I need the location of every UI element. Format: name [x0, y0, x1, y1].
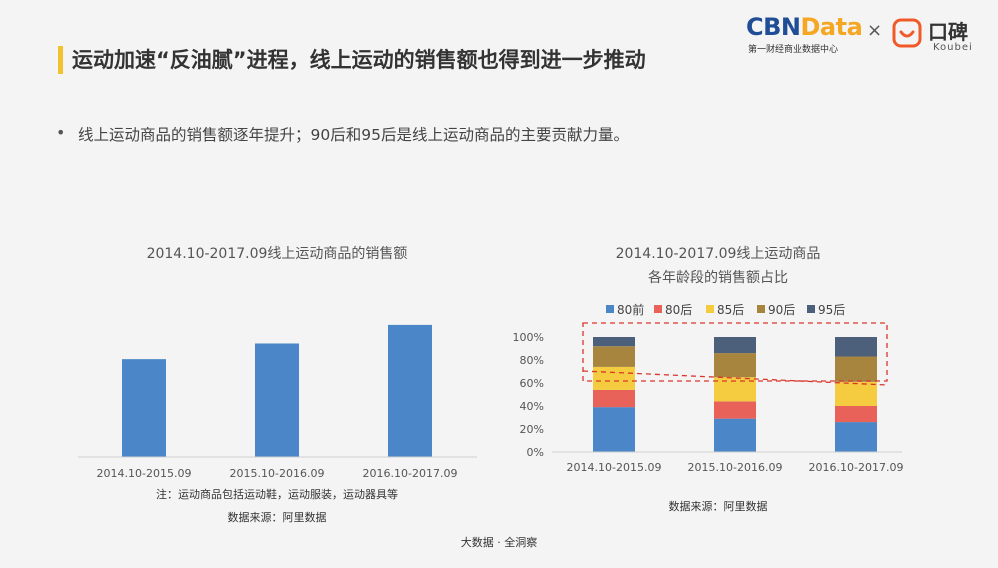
title-accent-bar	[58, 46, 63, 74]
legend-swatch	[706, 305, 714, 313]
age-y-tick-label: 80%	[520, 354, 544, 367]
sales-x-tick-label: 2014.10-2015.09	[97, 467, 192, 480]
age-stack-segment	[835, 356, 877, 382]
legend-swatch	[807, 305, 815, 313]
cbndata-logo-subtitle: 第一财经商业数据中心	[748, 45, 839, 55]
age-stack-segment	[593, 346, 635, 367]
sales-chart-title: 2014.10-2017.09线上运动商品的销售额	[147, 246, 408, 262]
age-stack-segment	[714, 353, 756, 378]
legend-swatch	[654, 305, 662, 313]
age-x-tick-label: 2014.10-2015.09	[567, 461, 662, 474]
age-stack-segment	[593, 366, 635, 390]
sales-bar	[122, 359, 166, 457]
age-stack-segment	[714, 418, 756, 452]
highlight-dashed-box	[582, 322, 888, 382]
footer-tagline: 大数据 · 全洞察	[461, 535, 538, 549]
bullet-dot: •	[56, 123, 66, 142]
logo-data-text: Data	[800, 13, 863, 41]
age-y-tick-label: 60%	[520, 377, 544, 390]
cbndata-logo: CBNData	[746, 13, 863, 41]
legend-label: 90后	[768, 303, 795, 317]
legend-label: 80后	[665, 303, 692, 317]
sales-chart-note: 注：运动商品包括运动鞋，运动服装，运动器具等	[156, 487, 398, 501]
bullet-text: 线上运动商品的销售额逐年提升；90后和95后是线上运动商品的主要贡献力量。	[78, 126, 629, 144]
age-share-chart: 2014.10-2017.09线上运动商品 各年龄段的销售额占比 80前 80后 8…	[513, 246, 904, 513]
page-title: 运动加速“反油腻”进程，线上运动的销售额也得到进一步推动	[72, 48, 646, 72]
sales-chart: 2014.10-2017.09线上运动商品的销售额 2014.10-2015.0…	[78, 246, 477, 524]
age-stack-segment	[593, 389, 635, 408]
age-y-tick-label: 100%	[513, 331, 544, 344]
legend-label: 85后	[717, 303, 744, 317]
legend-label: 95后	[818, 303, 845, 317]
age-stack-segment	[593, 407, 635, 452]
sales-bar	[388, 324, 432, 457]
sales-x-tick-label: 2015.10-2016.09	[230, 467, 325, 480]
age-stack-segment	[835, 381, 877, 406]
logo-cbn-text: CBN	[746, 13, 801, 41]
age-chart-title-line1: 2014.10-2017.09线上运动商品	[616, 246, 821, 262]
age-x-tick-label: 2016.10-2017.09	[809, 461, 904, 474]
sales-chart-source: 数据来源：阿里数据	[228, 510, 327, 524]
age-y-tick-label: 0%	[527, 446, 544, 459]
age-y-tick-label: 20%	[520, 423, 544, 436]
sales-x-tick-label: 2016.10-2017.09	[363, 467, 458, 480]
age-stack-segment	[835, 337, 877, 357]
age-x-tick-label: 2015.10-2016.09	[688, 461, 783, 474]
age-stack-segment	[835, 422, 877, 452]
sales-bar	[255, 343, 299, 457]
age-y-tick-label: 40%	[520, 400, 544, 413]
times-sign: ×	[867, 20, 883, 41]
koubei-logo-icon	[892, 18, 922, 48]
trend-dashed-line	[582, 370, 888, 386]
legend-label: 80前	[617, 302, 644, 317]
age-stack-segment	[835, 406, 877, 423]
age-stack-segment	[714, 401, 756, 419]
legend-swatch	[606, 305, 614, 313]
koubei-logo-text: 口碑	[928, 20, 968, 44]
age-chart-source: 数据来源：阿里数据	[669, 499, 768, 513]
koubei-logo-subtitle: Koubei	[933, 42, 973, 53]
age-chart-title-line2: 各年龄段的销售额占比	[648, 270, 788, 286]
age-stack-segment	[593, 337, 635, 347]
age-stack-segment	[714, 337, 756, 354]
legend-swatch	[757, 305, 765, 313]
